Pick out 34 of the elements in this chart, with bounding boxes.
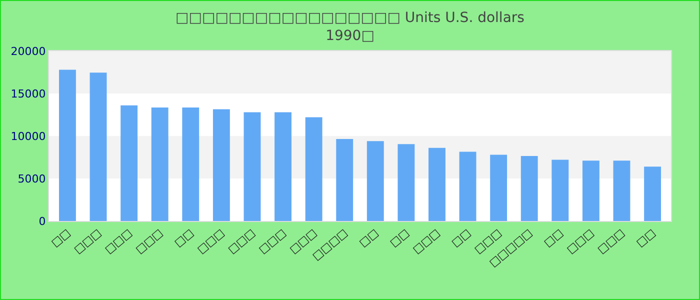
y-tick-label: 5000 [18,172,46,186]
y-tick-label: 10000 [10,130,46,143]
bar [582,160,600,221]
bar [520,156,538,221]
bar [644,166,661,221]
bar [428,148,446,221]
y-tick-label: 15000 [10,87,46,100]
bar [274,112,292,221]
chart-subtitle: 1990□ [326,28,374,44]
x-tick-label: □□ [448,226,474,250]
bar [459,152,476,221]
x-tick-label: □□ [48,226,73,250]
y-tick-label: 20000 [10,44,46,58]
chart-title: □□□□□□□□□□□□□□□□□ Units U.S. dollars [176,10,524,26]
bar [366,141,384,221]
x-tick-label: □□ [356,226,381,250]
x-tick-label: □□ [387,226,412,250]
bar [182,108,200,221]
bar [120,105,138,221]
bar [398,144,415,221]
bar [244,112,261,221]
x-tick-label: □□ [541,226,566,250]
x-tick-label: □□ [634,226,658,250]
bar [59,70,76,221]
bar [613,160,630,221]
y-tick-label: 0 [38,214,46,228]
bar [90,72,107,221]
bar [490,154,508,221]
bar [552,160,569,221]
x-tick-label: □□ [172,226,196,250]
bar [305,117,322,221]
bar [151,108,168,221]
bar [212,109,230,221]
bar [336,138,354,221]
